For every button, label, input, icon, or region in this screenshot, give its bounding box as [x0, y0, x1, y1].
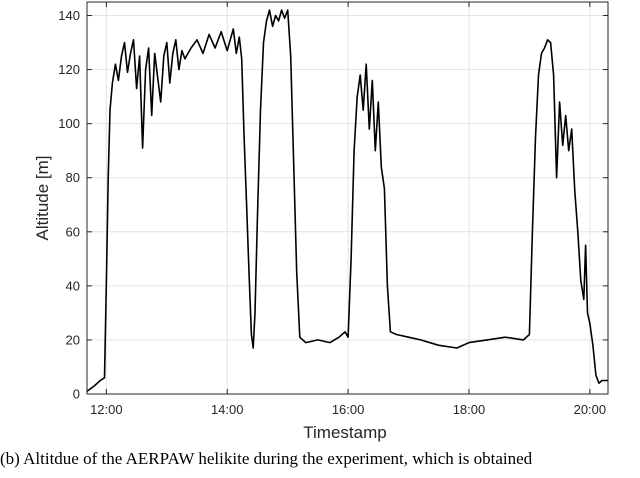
ticks	[87, 2, 608, 395]
x-tick-label: 18:00	[453, 402, 486, 417]
x-axis-title: Timestamp	[303, 423, 386, 442]
y-tick-label: 60	[66, 224, 80, 239]
y-axis-title: Altitude [m]	[33, 155, 52, 240]
y-tick-label: 100	[58, 116, 80, 131]
x-tick-label: 20:00	[574, 402, 607, 417]
y-tick-label: 120	[58, 62, 80, 77]
y-tick-label: 0	[73, 387, 80, 402]
x-tick-label: 16:00	[332, 402, 365, 417]
x-tick-label: 12:00	[90, 402, 123, 417]
altitude-series-line	[86, 9, 608, 392]
x-tick-label: 14:00	[211, 402, 244, 417]
grid	[87, 2, 608, 395]
plot-area	[87, 2, 608, 394]
y-tick-label: 40	[66, 278, 80, 293]
figure-caption: (b) Altitdue of the AERPAW helikite duri…	[0, 449, 533, 468]
plot-frame	[86, 1, 609, 395]
y-tick-label: 140	[58, 8, 80, 23]
tick-labels: 12:00 14:00 16:00 18:00 20:00 0 20 40 60 80 100 120…	[58, 8, 606, 417]
altitude-chart: 12:00 14:00 16:00 18:00 20:00 0 20 40 60 80 100 120…	[33, 1, 609, 442]
y-tick-label: 20	[66, 332, 80, 347]
y-tick-label: 80	[66, 170, 80, 185]
